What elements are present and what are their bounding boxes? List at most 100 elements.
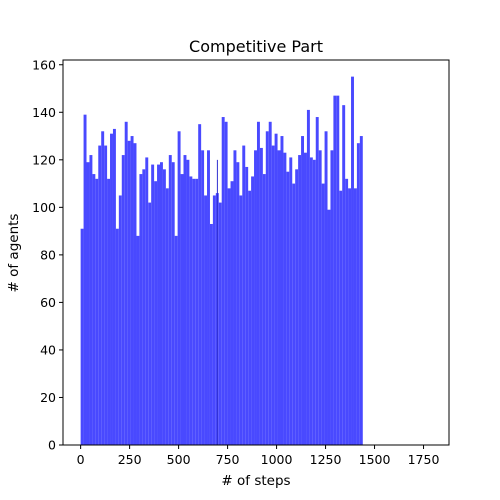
y-tick-label: 100 bbox=[32, 200, 56, 215]
y-axis-label: # of agents bbox=[6, 214, 22, 293]
y-tick-label: 0 bbox=[48, 438, 56, 453]
histogram-bar bbox=[159, 162, 163, 446]
histogram-bar bbox=[233, 150, 237, 445]
x-axis-ticks: 0 250 500 750 1000 1250 1500 1750 bbox=[77, 445, 439, 467]
histogram-bar bbox=[189, 176, 193, 445]
histogram-bar bbox=[118, 195, 122, 445]
histogram-bar bbox=[92, 174, 96, 445]
histogram-bar bbox=[121, 155, 125, 446]
histogram-bar bbox=[224, 121, 228, 445]
histogram-bar bbox=[139, 174, 143, 445]
y-tick-label: 160 bbox=[32, 57, 56, 72]
histogram-bar bbox=[345, 178, 349, 446]
histogram-bar bbox=[324, 131, 328, 445]
x-tick-label: 1500 bbox=[359, 452, 391, 467]
histogram-bar bbox=[318, 150, 322, 445]
histogram-bar bbox=[321, 183, 325, 445]
histogram-bar bbox=[201, 150, 205, 445]
histogram-bar bbox=[104, 145, 108, 446]
x-axis-label: # of steps bbox=[221, 473, 290, 489]
histogram-bar bbox=[86, 162, 90, 446]
chart-title: Competitive Part bbox=[189, 37, 323, 56]
histogram-bar bbox=[151, 164, 155, 445]
histogram-bar bbox=[165, 188, 169, 446]
histogram-bar bbox=[309, 157, 313, 445]
histogram-bar bbox=[327, 209, 331, 445]
y-tick-label: 40 bbox=[40, 342, 56, 357]
y-tick-label: 140 bbox=[32, 105, 56, 120]
histogram-bar bbox=[157, 164, 160, 445]
histogram-bar bbox=[177, 131, 181, 445]
histogram-bar bbox=[339, 190, 343, 445]
histogram-bar bbox=[356, 143, 360, 445]
histogram-bar bbox=[342, 105, 346, 445]
histogram-bar bbox=[107, 178, 111, 446]
histogram-bar bbox=[80, 228, 84, 445]
histogram-bar bbox=[212, 195, 216, 445]
histogram-bar bbox=[330, 150, 334, 445]
y-tick-label: 20 bbox=[40, 390, 56, 405]
plot-frame bbox=[62, 59, 450, 446]
histogram-bar bbox=[271, 145, 275, 446]
histogram-bar bbox=[115, 228, 119, 445]
histogram-bar bbox=[315, 117, 319, 445]
histogram-bar bbox=[304, 152, 307, 445]
histogram-bar bbox=[348, 188, 352, 446]
histogram-bar bbox=[283, 152, 287, 445]
histogram-bar bbox=[168, 155, 172, 446]
histogram-bar bbox=[301, 136, 305, 445]
histogram-bar bbox=[351, 76, 354, 445]
histogram-bar bbox=[289, 157, 293, 445]
histogram-bar bbox=[245, 166, 249, 445]
histogram-bar bbox=[183, 155, 187, 446]
histogram-bar bbox=[209, 223, 213, 445]
histogram-bar bbox=[359, 136, 363, 445]
histogram-bar bbox=[274, 133, 278, 445]
histogram-bar bbox=[295, 169, 299, 445]
histogram-bar bbox=[142, 169, 146, 445]
histogram-bar bbox=[124, 121, 128, 445]
histogram-bar bbox=[83, 114, 87, 445]
histogram-bar bbox=[207, 150, 210, 445]
histogram-bar bbox=[251, 176, 255, 445]
histogram-bar bbox=[336, 95, 340, 446]
histogram-bar bbox=[186, 159, 190, 445]
histogram-bar bbox=[98, 145, 102, 446]
histogram-bar bbox=[195, 178, 199, 446]
histogram-bar bbox=[312, 159, 316, 445]
histogram-bar bbox=[333, 95, 337, 446]
histogram-bar bbox=[162, 169, 166, 445]
histogram-bar bbox=[180, 174, 184, 445]
histogram-bar bbox=[136, 235, 140, 445]
histogram-bar bbox=[353, 188, 357, 446]
histogram-bar bbox=[306, 109, 310, 445]
histogram-bar bbox=[204, 195, 208, 445]
histogram-bar bbox=[280, 136, 284, 445]
histogram-bar bbox=[89, 155, 93, 446]
histogram-bar bbox=[265, 131, 269, 445]
histogram-bar bbox=[112, 128, 116, 446]
y-tick-label: 120 bbox=[32, 152, 56, 167]
histogram-bar bbox=[101, 131, 105, 445]
histogram-bar bbox=[145, 157, 149, 445]
histogram-bar bbox=[236, 162, 240, 446]
histogram-bar bbox=[218, 202, 222, 445]
histogram-bar bbox=[262, 174, 266, 445]
x-tick-label: 1250 bbox=[310, 452, 342, 467]
histogram-bar bbox=[286, 171, 290, 446]
histogram-bar bbox=[230, 181, 234, 445]
histogram-bar bbox=[133, 143, 137, 445]
histogram-bar bbox=[148, 202, 152, 445]
y-axis-ticks: 0 20 40 60 80 100 120 140 160 bbox=[32, 57, 63, 453]
histogram-bar bbox=[298, 155, 302, 446]
histogram-bar bbox=[110, 133, 113, 445]
histogram-bar bbox=[130, 136, 134, 445]
histogram-bar bbox=[198, 124, 202, 446]
histogram-bar bbox=[221, 117, 225, 445]
histogram-bar bbox=[254, 150, 257, 445]
bars-group bbox=[80, 76, 363, 446]
y-tick-label: 60 bbox=[40, 295, 56, 310]
histogram-bar bbox=[242, 145, 246, 446]
x-tick-label: 500 bbox=[167, 452, 191, 467]
